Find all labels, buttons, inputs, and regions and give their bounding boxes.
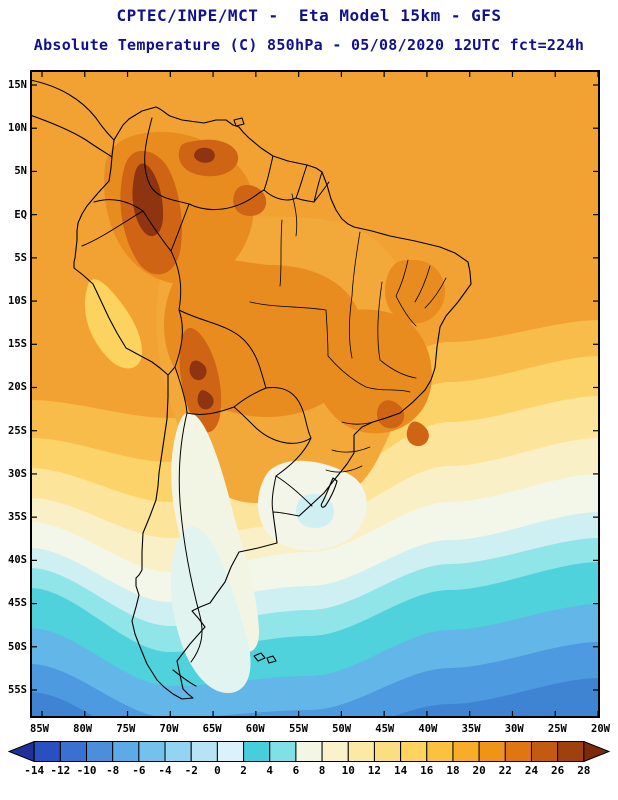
colorbar-svg <box>8 741 610 762</box>
map-svg <box>30 70 600 718</box>
colorbar-tick-label: 26 <box>551 764 565 777</box>
colorbar-cell <box>530 741 559 762</box>
colorbar-cell <box>504 741 532 762</box>
colorbar-cell <box>295 741 323 762</box>
state-borders <box>249 193 447 473</box>
lat-label: 35S <box>8 511 27 524</box>
colorbar-tick-label: -6 <box>132 764 146 777</box>
colorbar-tick-label: 20 <box>472 764 486 777</box>
colorbar-labels: -14 -12 -10 -8 -6 -4 -2 0 2 4 6 8 10 12 14 16 18 20 22 24 26… <box>8 764 610 777</box>
lon-label: 60W <box>245 723 265 735</box>
colorbar-tick-label: 28 <box>577 764 591 777</box>
colorbar-cell <box>190 741 218 762</box>
colorbar-cell <box>373 741 402 762</box>
lat-label: 30S <box>8 467 27 480</box>
colorbar-cell <box>269 741 297 762</box>
colorbar-tick-label: 24 <box>524 764 539 777</box>
lat-label: 50S <box>8 640 27 653</box>
colorbar-cell <box>216 741 245 762</box>
colorbar-cell <box>583 741 610 762</box>
lon-label: 25W <box>547 723 567 735</box>
map-border <box>30 70 600 718</box>
lat-label: 5N <box>14 165 27 178</box>
colorbar-tick-label: -4 <box>158 764 172 777</box>
lon-label: 85W <box>30 723 49 735</box>
lon-label: 75W <box>116 723 136 735</box>
colorbar-cell <box>557 741 585 762</box>
colorbar-cell <box>59 741 88 762</box>
title-line-2: Absolute Temperature (C) 850hPa - 05/08/… <box>33 36 585 54</box>
title-line-1: CPTEC/INPE/MCT - Eta Model 15km - GFS <box>116 6 502 25</box>
colorbar-cell <box>8 741 35 762</box>
lon-label: 20W <box>591 723 610 735</box>
colorbar-tick-label: 8 <box>318 764 326 777</box>
colorbar-tick-label: 4 <box>266 764 274 777</box>
lon-label: 45W <box>375 723 395 735</box>
colorbar-cell <box>164 741 192 762</box>
colorbar-tick-label: 14 <box>393 764 408 777</box>
colorbar-tick-label: -2 <box>184 764 198 777</box>
colorbar-tick-label: 0 <box>214 764 221 777</box>
temperature-field <box>30 70 600 718</box>
lat-label: 40S <box>8 554 27 567</box>
colorbar-cell <box>112 741 140 762</box>
colorbar-cell <box>478 741 506 762</box>
colorbar-cell <box>452 741 480 762</box>
lat-label: 10N <box>8 122 27 135</box>
lat-label: 45S <box>8 597 27 610</box>
lat-label: 15S <box>8 338 27 351</box>
lon-label: 65W <box>202 723 222 735</box>
lat-label: EQ <box>14 208 27 221</box>
lon-label: 50W <box>332 723 352 735</box>
colorbar-tick-label: -12 <box>50 764 71 777</box>
lon-label: 55W <box>288 723 308 735</box>
lat-label: 15N <box>8 79 27 91</box>
lon-axis: 85W 80W 75W 70W 65W 60W 55W 50W 45W 40W 35W 30W 25W 2… <box>30 723 610 735</box>
colorbar-tick-label: 18 <box>446 764 460 777</box>
lat-label: 20S <box>8 381 27 394</box>
colorbar-cell <box>243 741 271 762</box>
lat-label: 55S <box>8 683 27 696</box>
colorbar-cell <box>138 741 166 762</box>
map-frame <box>30 70 600 718</box>
lat-label: 5S <box>14 251 27 264</box>
colorbar-tick-label: 16 <box>420 764 434 777</box>
lat-label: 25S <box>8 424 27 437</box>
colorbar-cell <box>426 741 454 762</box>
lon-label: 30W <box>504 723 524 735</box>
colorbar-tick-label: 12 <box>367 764 382 777</box>
colorbar-cell <box>400 741 428 762</box>
lon-label: 40W <box>418 723 438 735</box>
country-borders <box>81 117 330 663</box>
colorbar-tick-label: 22 <box>498 764 512 777</box>
lat-axis: 15N 10N 5N EQ 5S 10S 15S 20S 25S 30S 35S 40S 45S 50S 5… <box>0 79 28 696</box>
colorbar-cell <box>321 741 349 762</box>
lon-label: 70W <box>159 723 179 735</box>
colorbar-tick-label: 10 <box>341 764 355 777</box>
colorbar-cell <box>86 741 114 762</box>
colorbar-cell <box>33 741 61 762</box>
colorbar-tick-label: -8 <box>106 764 120 777</box>
colorbar-cell <box>347 741 375 762</box>
colorbar-tick-label: -14 <box>24 764 45 777</box>
colorbar-tick-label: 6 <box>292 764 300 777</box>
lon-label: 35W <box>461 723 481 735</box>
colorbar-tick-label: -10 <box>76 764 97 777</box>
lon-label: 80W <box>73 723 93 735</box>
lat-label: 10S <box>8 295 27 308</box>
colorbar-tick-label: 2 <box>240 764 247 777</box>
